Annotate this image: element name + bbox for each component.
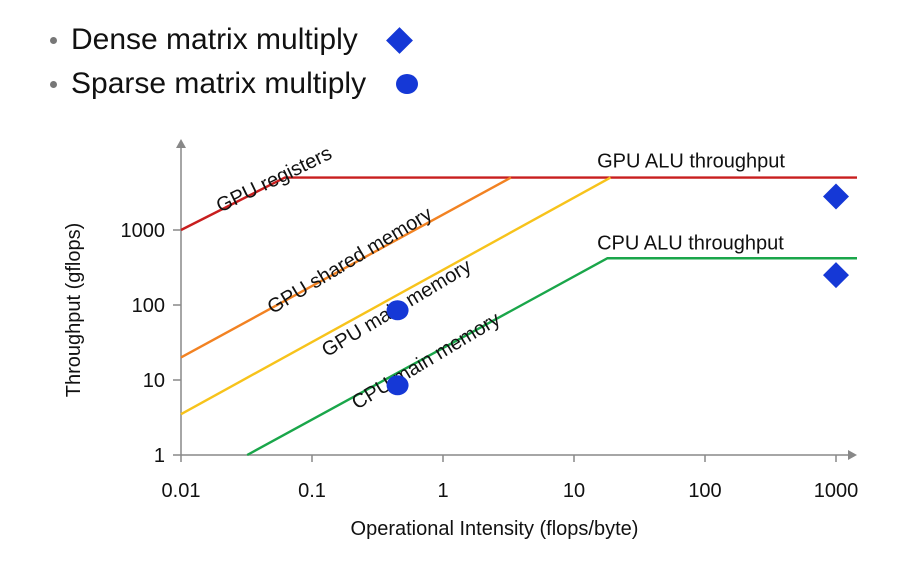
x-tick-label: 1 — [437, 480, 448, 502]
x-axis-arrow-icon — [848, 450, 857, 460]
y-tick-label: 1 — [154, 445, 165, 467]
series-line-cpu-main-memory — [246, 257, 857, 457]
legend-label-sparse: Sparse matrix multiply — [71, 67, 367, 100]
y-axis-arrow-icon — [176, 139, 186, 148]
legend-label-dense: Dense matrix multiply — [71, 23, 358, 56]
annotation-label: GPU registers — [213, 142, 336, 217]
bullet-dot-icon — [50, 36, 57, 44]
bullet-dot-icon — [50, 80, 57, 88]
series-line-gpu-main-memory — [180, 176, 612, 416]
y-tick-label: 1000 — [121, 220, 166, 242]
annotation-label: CPU ALU throughput — [597, 232, 784, 254]
sparse-matrix-point — [386, 300, 409, 321]
dense-matrix-point — [823, 262, 849, 289]
legend-item-dense: Dense matrix multiply — [50, 18, 422, 62]
x-tick-label: 100 — [688, 480, 721, 502]
y-tick-label: 100 — [132, 295, 165, 317]
x-axis-label: Operational Intensity (flops/byte) — [351, 518, 639, 540]
y-tick-label: 10 — [143, 370, 165, 392]
dense-matrix-point — [823, 183, 849, 210]
series-line-gpu-shared-memory — [180, 176, 512, 359]
legend: Dense matrix multiply Sparse matrix mult… — [50, 18, 422, 106]
sparse-matrix-point — [386, 375, 409, 396]
x-tick-label: 0.1 — [298, 480, 326, 502]
series-line-gpu-registers — [180, 176, 857, 232]
y-axis-label: Throughput (gflops) — [63, 223, 85, 398]
x-tick-label: 10 — [563, 480, 585, 502]
x-tick-label: 0.01 — [162, 480, 201, 502]
circle-marker-icon — [392, 69, 422, 99]
annotation-label: GPU ALU throughput — [597, 151, 785, 173]
x-tick-label: 1000 — [814, 480, 859, 502]
legend-item-sparse: Sparse matrix multiply — [50, 62, 422, 106]
